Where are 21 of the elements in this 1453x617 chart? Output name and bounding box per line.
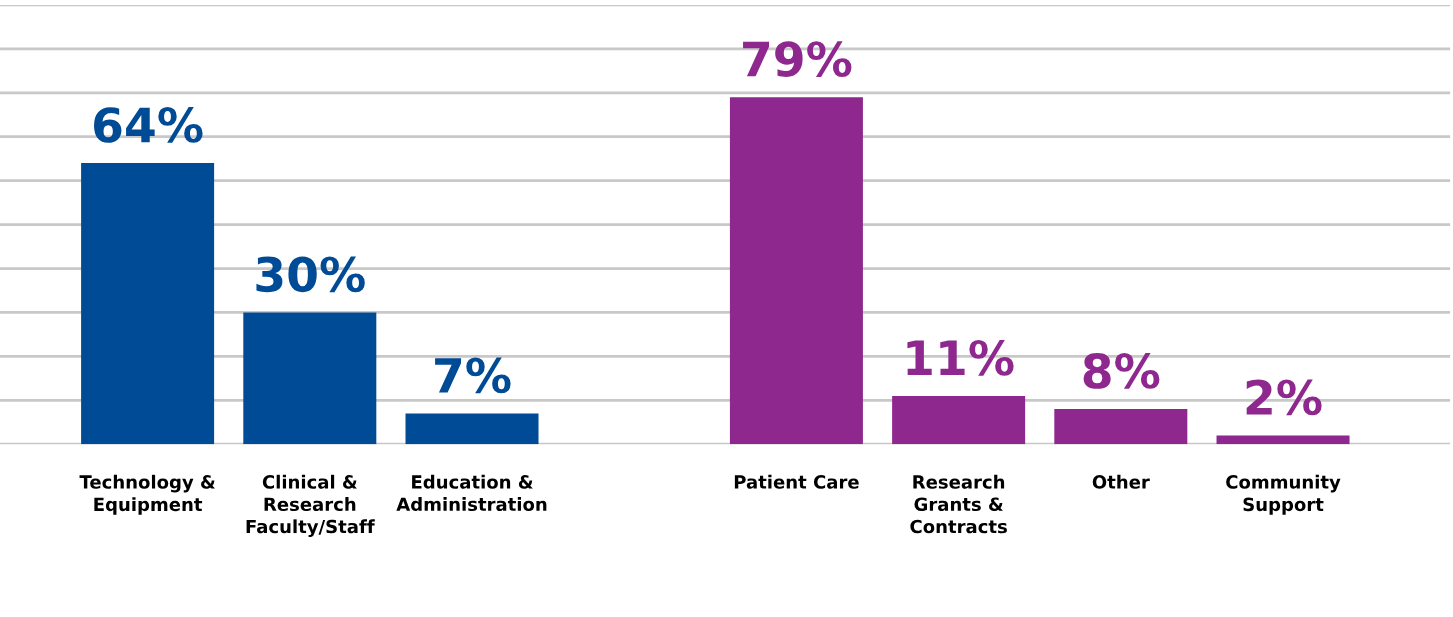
data-label: 11% (907, 339, 1014, 376)
bar (405, 413, 539, 445)
data-label: 30% (256, 256, 365, 293)
x-tick-label: Education & Administration (396, 474, 547, 512)
bar (81, 163, 215, 445)
x-tick-label: Patient Care (734, 474, 859, 489)
data-label: 8% (1083, 353, 1160, 389)
bar (1054, 409, 1188, 445)
bar (892, 395, 1026, 445)
x-tick-label: Other (1092, 474, 1150, 489)
x-tick-label: Community Support (1226, 474, 1341, 515)
bar (729, 97, 863, 445)
x-tick-label: Research Grants & Contracts (910, 474, 1007, 534)
x-tick-label: Clinical & Research Faculty/Staff (246, 474, 375, 537)
data-label: 79% (743, 41, 852, 77)
bar (1216, 435, 1350, 445)
data-label: 7% (435, 357, 511, 394)
x-tick-label: Technology & Equipment (79, 474, 215, 515)
data-label: 64% (94, 107, 203, 143)
data-label: 2% (1246, 379, 1322, 416)
bar (243, 312, 377, 445)
